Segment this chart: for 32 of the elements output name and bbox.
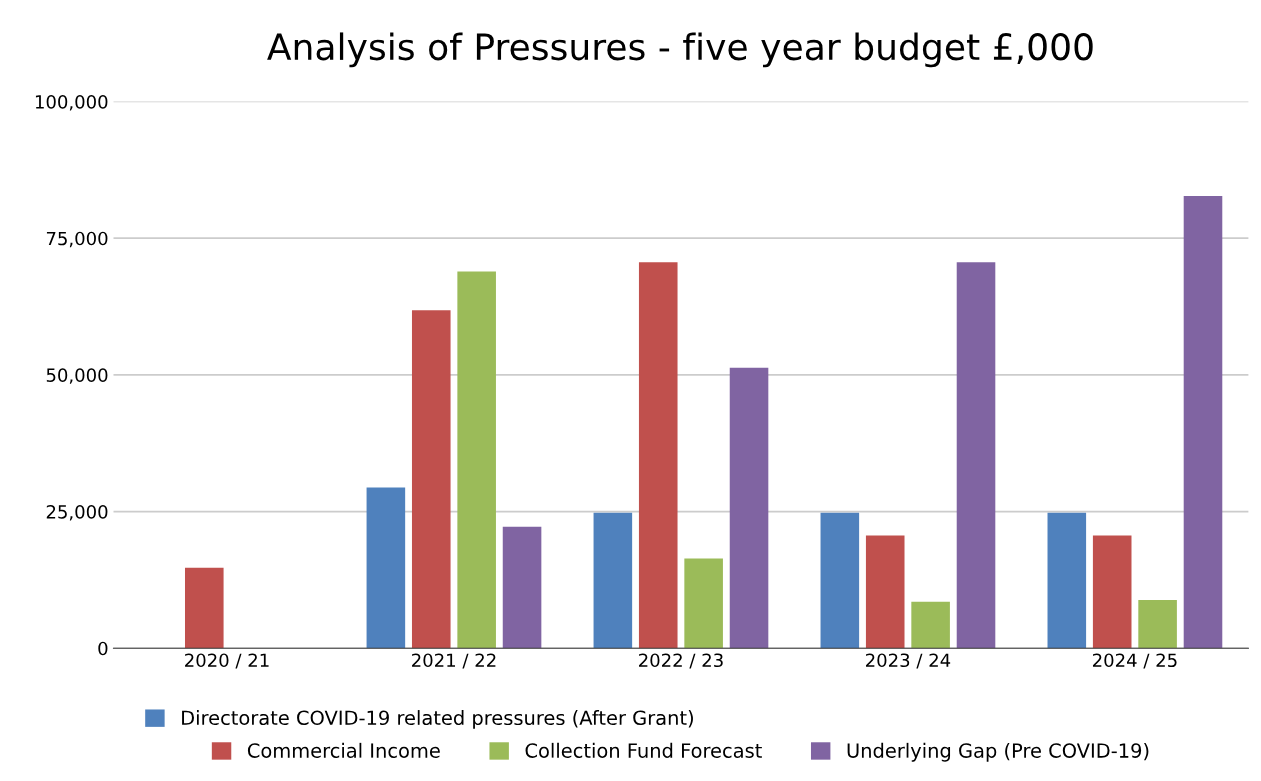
y-tick-label: 25,000 <box>46 505 108 521</box>
legend-label: Collection Fund Forecast <box>525 742 762 758</box>
bar <box>593 512 633 649</box>
bar <box>366 487 406 649</box>
bar <box>820 512 860 649</box>
bar <box>684 558 723 649</box>
bar <box>1092 535 1132 649</box>
bar <box>638 262 678 649</box>
bar <box>1183 196 1223 649</box>
chart-title: Analysis of Pressures - five year budget £,000 <box>267 32 1093 68</box>
bar <box>1047 512 1087 649</box>
y-tick-label: 100,000 <box>35 94 108 111</box>
bar <box>1138 600 1177 649</box>
x-tick-label: 2022 / 23 <box>639 653 723 669</box>
bar <box>502 526 542 649</box>
bar <box>956 262 996 649</box>
y-tick-label: 0 <box>98 641 108 656</box>
bar <box>184 567 224 649</box>
y-tick-label: 75,000 <box>46 231 108 248</box>
legend-label: Underlying Gap (Pre COVID-19) <box>847 742 1149 762</box>
x-tick-label: 2020 / 21 <box>185 653 269 669</box>
bar <box>911 601 950 649</box>
x-tick-label: 2021 / 22 <box>412 653 496 669</box>
y-tick-label: 50,000 <box>46 368 108 384</box>
bar <box>457 271 496 649</box>
x-tick-label: 2023 / 24 <box>866 653 951 669</box>
bar <box>865 535 905 649</box>
x-tick-label: 2024 / 25 <box>1092 653 1177 669</box>
legend-label: Directorate COVID-19 related pressures (After Grant) <box>182 710 693 729</box>
bar <box>411 310 451 649</box>
bar <box>729 367 769 649</box>
legend-label: Commercial Income <box>247 742 440 758</box>
